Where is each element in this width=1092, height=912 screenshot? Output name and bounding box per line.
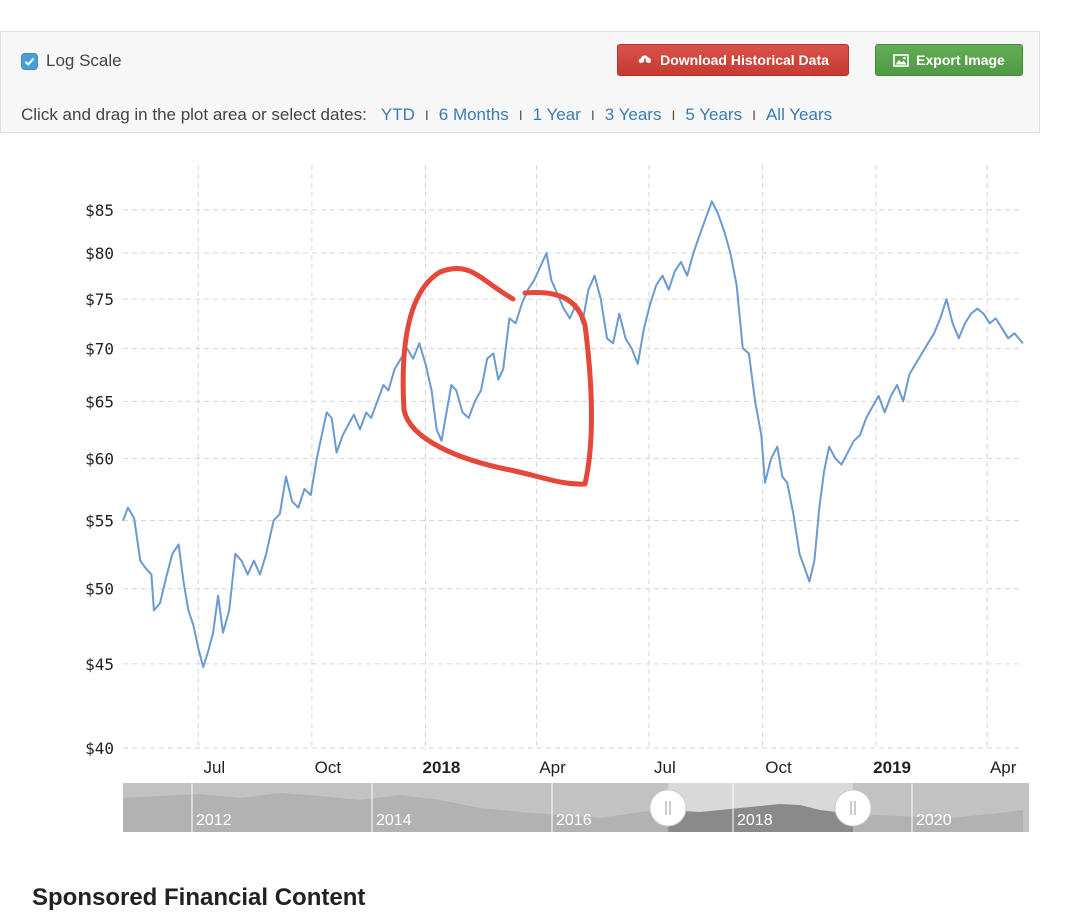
image-icon	[893, 53, 909, 67]
check-icon	[24, 57, 35, 66]
annotation-layer	[400, 265, 594, 487]
download-historical-data-button[interactable]: Download Historical Data	[617, 44, 849, 76]
x-tick-label: Apr	[990, 758, 1017, 777]
range-all-years[interactable]: All Years	[765, 105, 833, 124]
range-separator: I	[752, 107, 756, 123]
y-tick-label: $80	[85, 244, 114, 263]
cloud-download-icon	[638, 55, 652, 67]
y-tick-label: $75	[85, 290, 114, 309]
navigator-year-label: 2014	[376, 812, 412, 829]
price-series-line	[122, 200, 1024, 669]
x-tick-label: 2019	[873, 758, 911, 777]
navigator-labels: 2012 2014 2016 2018 2020	[191, 783, 952, 832]
download-button-label: Download Historical Data	[660, 52, 829, 68]
y-tick-label: $85	[85, 201, 114, 220]
price-chart[interactable]: $40 $45 $50 $55 $60 $65 $70 $75 $80 $85 Jul Oct 201…	[0, 140, 1040, 840]
navigator-left-handle[interactable]	[649, 789, 687, 827]
export-image-button[interactable]: Export Image	[875, 44, 1023, 76]
y-tick-label: $55	[85, 512, 114, 531]
y-tick-label: $70	[85, 339, 114, 358]
range-separator: I	[590, 107, 595, 123]
navigator-right-handle[interactable]	[834, 789, 872, 827]
chart-controls: Log Scale Download Historical Data Expor…	[0, 31, 1040, 133]
range-ytd[interactable]: YTD	[380, 105, 415, 124]
log-scale-label: Log Scale	[46, 51, 122, 70]
navigator-year-label: 2020	[916, 812, 952, 829]
export-button-label: Export Image	[916, 52, 1005, 68]
range-1-year[interactable]: 1 Year	[532, 105, 581, 124]
range-prompt: Click and drag in the plot area or selec…	[21, 105, 367, 124]
range-3-years[interactable]: 3 Years	[604, 105, 662, 124]
y-tick-label: $40	[85, 739, 114, 758]
x-tick-label: Oct	[765, 758, 792, 777]
navigator-year-label: 2016	[556, 812, 592, 829]
sponsored-content-heading: Sponsored Financial Content	[32, 884, 366, 911]
y-axis: $40 $45 $50 $55 $60 $65 $70 $75 $80 $85	[85, 201, 114, 758]
date-range-selector: Click and drag in the plot area or selec…	[21, 105, 832, 125]
x-tick-label: Oct	[315, 758, 342, 777]
y-tick-label: $50	[85, 580, 114, 599]
navigator-year-label: 2018	[737, 812, 773, 829]
hand-drawn-circle-annotation	[400, 265, 594, 487]
x-tick-label: 2018	[423, 758, 461, 777]
y-tick-label: $65	[85, 392, 114, 411]
range-separator: I	[518, 107, 523, 123]
log-scale-checkbox[interactable]	[21, 52, 38, 70]
y-tick-label: $45	[85, 655, 114, 674]
x-tick-label: Jul	[203, 758, 225, 777]
grid-lines	[123, 165, 1023, 749]
x-tick-label: Jul	[654, 758, 676, 777]
range-separator: I	[424, 107, 429, 123]
range-5-years[interactable]: 5 Years	[685, 105, 743, 124]
range-separator: I	[671, 107, 676, 123]
y-tick-label: $60	[85, 449, 114, 468]
series-layer	[122, 200, 1024, 669]
log-scale-toggle[interactable]: Log Scale	[21, 51, 122, 71]
navigator-year-label: 2012	[196, 812, 232, 829]
range-6-months[interactable]: 6 Months	[438, 105, 509, 124]
x-tick-label: Apr	[539, 758, 566, 777]
range-navigator[interactable]: 2012 2014 2016 2018 2020	[123, 783, 1029, 832]
x-axis: Jul Oct 2018 Apr Jul Oct 2019 Apr	[203, 758, 1016, 777]
navigator-selected-area	[668, 804, 853, 832]
